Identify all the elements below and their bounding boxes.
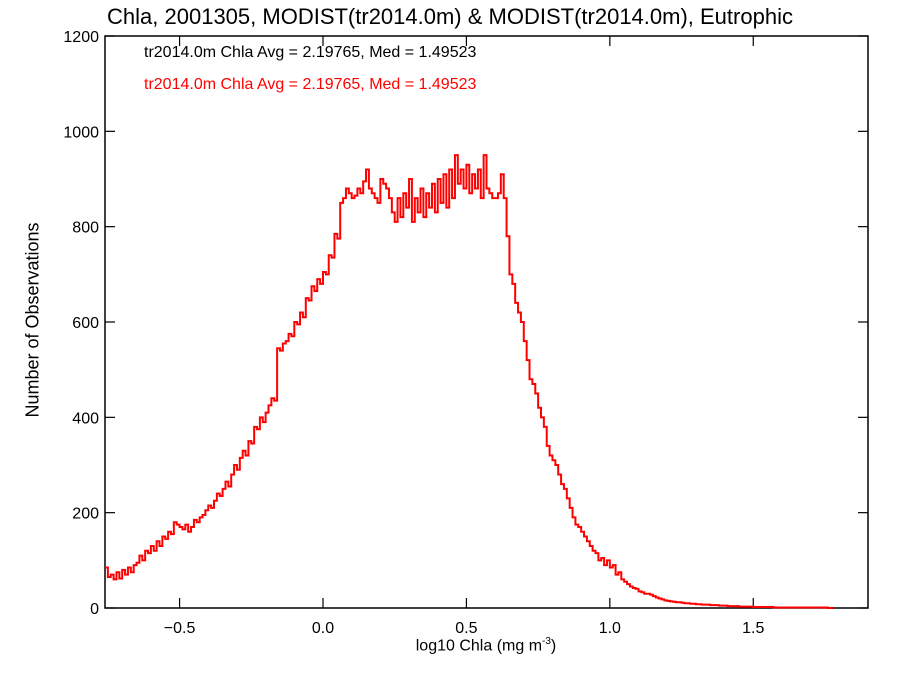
x-tick-label: 0.0 <box>312 620 334 637</box>
annotation-red: tr2014.0m Chla Avg = 2.19765, Med = 1.49… <box>144 76 477 93</box>
x-axis-label-exponent: -3 <box>542 636 551 647</box>
x-axis-label-text: log10 Chla (mg m <box>415 637 543 655</box>
y-tick-label: 400 <box>72 410 99 427</box>
annotation-black: tr2014.0m Chla Avg = 2.19765, Med = 1.49… <box>144 44 477 61</box>
y-tick-label: 200 <box>72 506 99 523</box>
x-tick-label: 0.5 <box>455 620 477 637</box>
x-tick-label: 1.0 <box>599 620 621 637</box>
plot-frame <box>104 35 869 609</box>
histogram-series-red <box>105 154 834 609</box>
y-tick-label: 1200 <box>63 29 99 46</box>
y-tick-label: 600 <box>72 315 99 332</box>
x-tick-label: 1.5 <box>742 620 764 637</box>
chart-title: Chla, 2001305, MODIST(tr2014.0m) & MODIS… <box>107 4 793 29</box>
y-tick-label: 800 <box>72 220 99 237</box>
x-tick-label: −0.5 <box>164 620 196 637</box>
y-tick-label: 1000 <box>63 124 99 141</box>
y-tick-label: 0 <box>90 601 99 618</box>
x-axis-label: log10 Chla (mg m-3) <box>416 636 557 655</box>
x-axis-label-close: ) <box>550 637 557 655</box>
